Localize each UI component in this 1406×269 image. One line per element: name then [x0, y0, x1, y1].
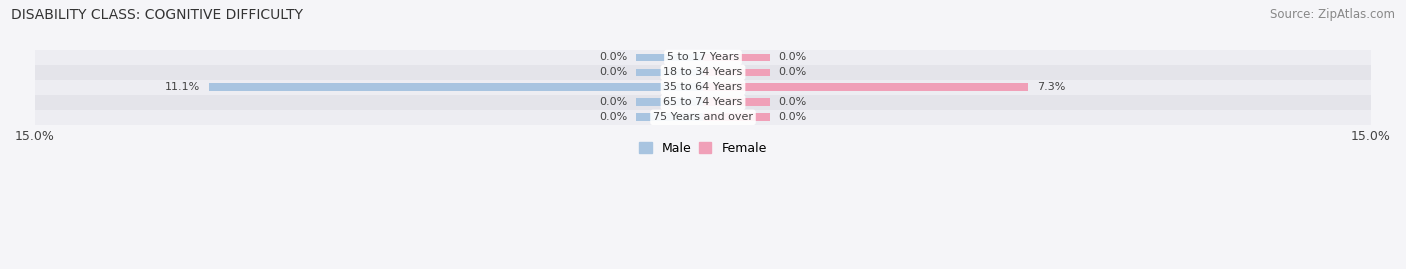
Bar [35, 95, 1371, 110]
Bar [703, 69, 770, 76]
Text: 0.0%: 0.0% [779, 97, 807, 107]
Bar [35, 80, 1371, 95]
Bar [208, 83, 703, 91]
Text: 0.0%: 0.0% [599, 97, 627, 107]
Text: 5 to 17 Years: 5 to 17 Years [666, 52, 740, 62]
Legend: Male, Female: Male, Female [634, 137, 772, 160]
Bar [703, 114, 770, 121]
Text: 75 Years and over: 75 Years and over [652, 112, 754, 122]
Text: 11.1%: 11.1% [165, 82, 200, 92]
Bar [35, 65, 1371, 80]
Text: 0.0%: 0.0% [779, 52, 807, 62]
Text: 35 to 64 Years: 35 to 64 Years [664, 82, 742, 92]
Text: DISABILITY CLASS: COGNITIVE DIFFICULTY: DISABILITY CLASS: COGNITIVE DIFFICULTY [11, 8, 304, 22]
Text: 0.0%: 0.0% [779, 112, 807, 122]
Text: 0.0%: 0.0% [779, 68, 807, 77]
Bar [636, 54, 703, 61]
Bar [703, 98, 770, 106]
Text: 0.0%: 0.0% [599, 68, 627, 77]
Text: 18 to 34 Years: 18 to 34 Years [664, 68, 742, 77]
Bar [703, 83, 1028, 91]
Text: 65 to 74 Years: 65 to 74 Years [664, 97, 742, 107]
Text: Source: ZipAtlas.com: Source: ZipAtlas.com [1270, 8, 1395, 21]
Bar [35, 110, 1371, 125]
Bar [703, 54, 770, 61]
Text: 0.0%: 0.0% [599, 52, 627, 62]
Bar [636, 69, 703, 76]
Bar [35, 50, 1371, 65]
Text: 0.0%: 0.0% [599, 112, 627, 122]
Bar [636, 98, 703, 106]
Text: 7.3%: 7.3% [1038, 82, 1066, 92]
Bar [636, 114, 703, 121]
